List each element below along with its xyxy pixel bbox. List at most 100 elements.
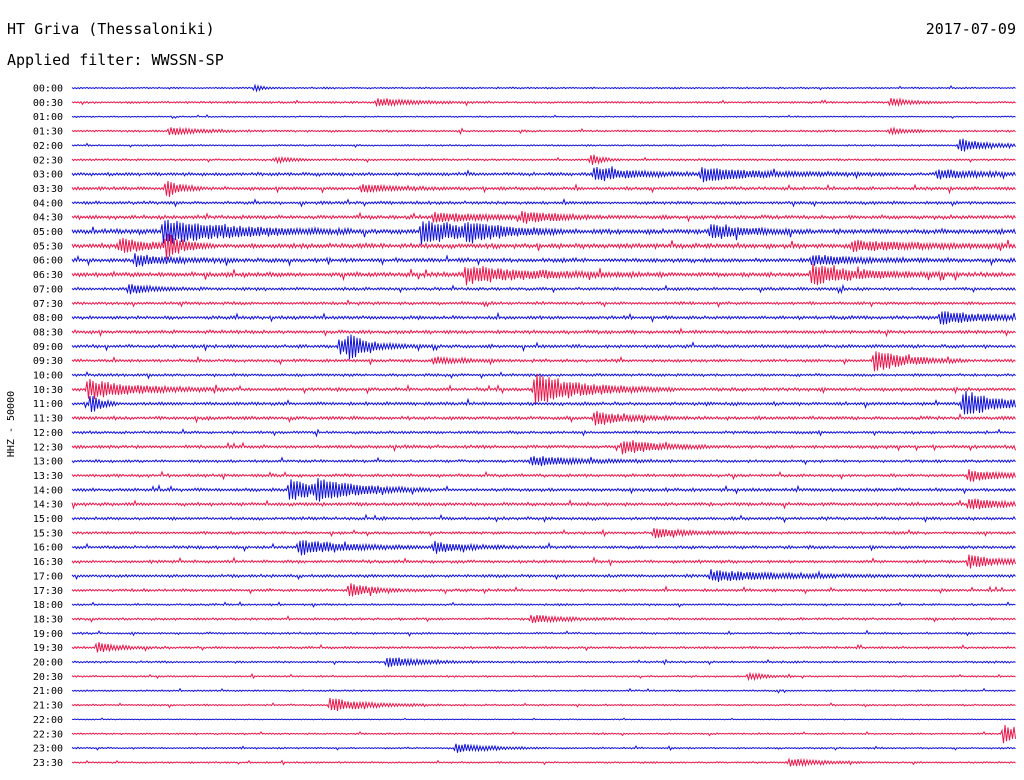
trace-line bbox=[71, 569, 1016, 582]
trace-line bbox=[71, 657, 1016, 668]
trace-line bbox=[71, 601, 1016, 608]
row-label: 11:00 bbox=[33, 399, 63, 410]
row-label: 00:30 bbox=[33, 98, 63, 109]
row-label: 05:30 bbox=[33, 241, 63, 252]
trace-line bbox=[71, 263, 1016, 286]
trace-line bbox=[71, 299, 1016, 309]
row-label: 07:00 bbox=[33, 284, 63, 295]
trace-line bbox=[71, 456, 1016, 467]
row-label: 13:30 bbox=[33, 471, 63, 482]
row-label: 13:00 bbox=[33, 457, 63, 468]
row-label: 05:00 bbox=[33, 227, 63, 238]
row-label: 20:30 bbox=[33, 672, 63, 683]
seismic-traces bbox=[71, 83, 1016, 768]
row-label: 22:30 bbox=[33, 729, 63, 740]
trace-line bbox=[71, 114, 1016, 120]
trace-line bbox=[71, 138, 1016, 152]
trace-line bbox=[71, 642, 1016, 653]
row-label: 06:00 bbox=[33, 256, 63, 267]
trace-line bbox=[71, 428, 1016, 438]
row-label: 02:00 bbox=[33, 141, 63, 152]
trace-line bbox=[71, 498, 1016, 510]
trace-line bbox=[71, 540, 1016, 556]
trace-line bbox=[71, 83, 1016, 93]
trace-line bbox=[71, 351, 1016, 372]
trace-line bbox=[71, 334, 1016, 360]
row-label: 19:30 bbox=[33, 643, 63, 654]
trace-line bbox=[71, 717, 1016, 721]
row-label: 23:00 bbox=[33, 744, 63, 755]
row-label: 04:00 bbox=[33, 198, 63, 209]
row-label: 19:00 bbox=[33, 629, 63, 640]
trace-line bbox=[71, 687, 1016, 694]
trace-line bbox=[71, 743, 1016, 753]
applied-filter: Applied filter: WWSSN-SP bbox=[7, 51, 224, 69]
row-time-labels: 00:00 00:30 01:00 01:30 02:00 02:30 03:00 03:30… bbox=[33, 84, 63, 769]
row-label: 14:30 bbox=[33, 500, 63, 511]
row-label: 09:00 bbox=[33, 342, 63, 353]
row-label: 21:00 bbox=[33, 686, 63, 697]
trace-line bbox=[71, 166, 1016, 183]
row-label: 17:00 bbox=[33, 571, 63, 582]
row-label: 09:30 bbox=[33, 356, 63, 367]
trace-line bbox=[71, 513, 1016, 524]
row-label: 08:00 bbox=[33, 313, 63, 324]
trace-line bbox=[71, 629, 1016, 637]
row-label: 16:00 bbox=[33, 543, 63, 554]
trace-line bbox=[71, 253, 1016, 267]
row-label: 11:30 bbox=[33, 414, 63, 425]
row-label: 14:00 bbox=[33, 485, 63, 496]
trace-line bbox=[71, 391, 1016, 415]
trace-line bbox=[71, 410, 1016, 426]
trace-line bbox=[71, 757, 1016, 768]
trace-line bbox=[71, 210, 1016, 224]
row-label: 21:30 bbox=[33, 701, 63, 712]
station-title: HT Griva (Thessaloniki) bbox=[7, 20, 215, 38]
row-label: 18:30 bbox=[33, 614, 63, 625]
row-label: 08:30 bbox=[33, 327, 63, 338]
trace-line bbox=[71, 724, 1016, 744]
trace-line bbox=[71, 554, 1016, 569]
row-label: 03:00 bbox=[33, 170, 63, 181]
trace-line bbox=[71, 197, 1016, 208]
trace-line bbox=[71, 154, 1016, 165]
row-label: 12:30 bbox=[33, 442, 63, 453]
row-label: 22:00 bbox=[33, 715, 63, 726]
trace-line bbox=[71, 469, 1016, 482]
trace-line bbox=[71, 440, 1016, 455]
trace-line bbox=[71, 373, 1016, 404]
row-label: 18:00 bbox=[33, 600, 63, 611]
row-label: 15:30 bbox=[33, 528, 63, 539]
row-label: 04:30 bbox=[33, 213, 63, 224]
trace-line bbox=[71, 181, 1016, 197]
record-date: 2017-07-09 bbox=[925, 20, 1016, 38]
trace-line bbox=[71, 671, 1016, 682]
row-label: 06:30 bbox=[33, 270, 63, 281]
trace-line bbox=[71, 97, 1016, 108]
trace-line bbox=[71, 583, 1016, 597]
row-label: 12:00 bbox=[33, 428, 63, 439]
row-label: 00:00 bbox=[33, 84, 63, 95]
row-label: 01:30 bbox=[33, 127, 63, 138]
trace-line bbox=[71, 527, 1016, 539]
trace-line bbox=[71, 233, 1016, 259]
row-label: 03:30 bbox=[33, 184, 63, 195]
row-label: 15:00 bbox=[33, 514, 63, 525]
row-label: 16:30 bbox=[33, 557, 63, 568]
row-label: 02:30 bbox=[33, 155, 63, 166]
trace-line bbox=[71, 371, 1016, 380]
row-label: 17:30 bbox=[33, 586, 63, 597]
trace-line bbox=[71, 126, 1016, 136]
row-label: 01:00 bbox=[33, 112, 63, 123]
trace-line bbox=[71, 219, 1016, 245]
row-label: 20:00 bbox=[33, 658, 63, 669]
row-label: 23:30 bbox=[33, 758, 63, 769]
trace-line bbox=[71, 311, 1016, 325]
trace-line bbox=[71, 283, 1016, 295]
row-label: 10:00 bbox=[33, 371, 63, 382]
row-label: 10:30 bbox=[33, 385, 63, 396]
trace-line bbox=[71, 697, 1016, 711]
row-label: 07:30 bbox=[33, 299, 63, 310]
trace-line bbox=[71, 614, 1016, 624]
